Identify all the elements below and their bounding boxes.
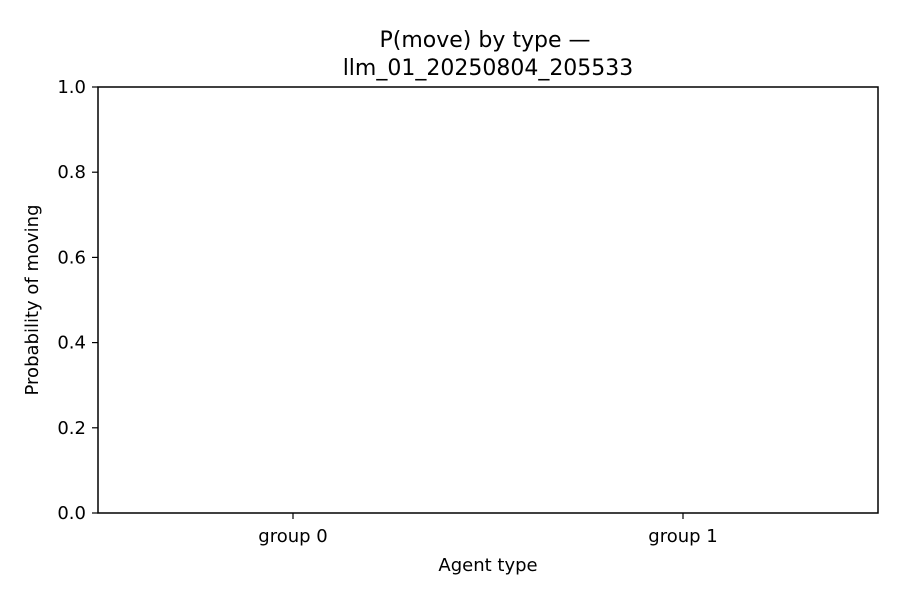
- y-tick-label: 0.0: [57, 503, 86, 524]
- chart-title-line-1: P(move) by type —: [380, 28, 591, 53]
- y-tick-label: 1.0: [57, 77, 86, 98]
- x-axis-label: Agent type: [438, 555, 537, 576]
- y-tick-label: 0.2: [57, 418, 86, 439]
- plot-area: 0.0 0.2 0.4 0.6 0.8 1.0 group 0 group 1: [57, 77, 717, 547]
- x-tick-label: group 0: [258, 526, 327, 547]
- axes-frame: [97, 86, 879, 514]
- y-tick-label: 0.8: [57, 162, 86, 183]
- x-tick-label: group 1: [648, 526, 717, 547]
- y-tick-label: 0.4: [57, 333, 86, 354]
- y-tick-label: 0.6: [57, 247, 86, 268]
- chart-title-line-2: llm_01_20250804_205533: [343, 56, 634, 81]
- y-axis-label: Probability of moving: [22, 205, 43, 396]
